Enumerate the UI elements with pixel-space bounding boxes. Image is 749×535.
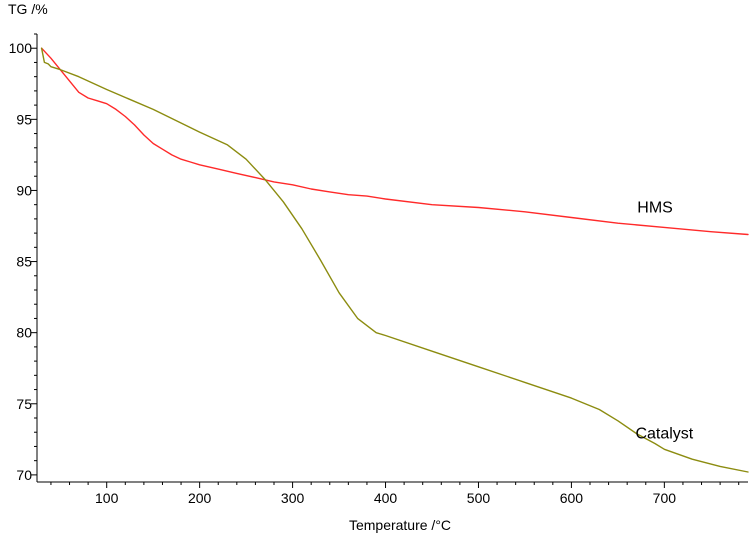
y-tick-label: 95 xyxy=(16,111,32,127)
series-labels: HMS Catalyst xyxy=(635,200,693,443)
x-tick-label: 300 xyxy=(281,490,305,506)
y-tick-label: 100 xyxy=(9,40,33,56)
ticks: 100 200 300 400 500 600 700 70 75 80 85 90 95 100 xyxy=(9,33,740,506)
x-tick-label: 500 xyxy=(467,490,491,506)
x-tick-label: 200 xyxy=(188,490,212,506)
series-line-hms xyxy=(40,47,749,236)
y-tick-label: 85 xyxy=(16,254,32,270)
series-label-catalyst: Catalyst xyxy=(635,425,693,442)
series-lines xyxy=(40,47,749,473)
axes xyxy=(36,34,748,483)
y-tick-label: 70 xyxy=(16,467,32,483)
x-tick-label: 100 xyxy=(95,490,119,506)
x-tick-label: 700 xyxy=(653,490,677,506)
x-axis-title: Temperature /°C xyxy=(349,517,451,533)
x-tick-label: 600 xyxy=(560,490,584,506)
x-tick-label: 400 xyxy=(374,490,398,506)
y-axis-title: TG /% xyxy=(8,1,48,17)
series-line-catalyst xyxy=(40,47,749,473)
y-tick-label: 80 xyxy=(16,325,32,341)
y-tick-label: 75 xyxy=(16,396,32,412)
y-tick-label: 90 xyxy=(16,182,32,198)
series-label-hms: HMS xyxy=(637,200,673,217)
